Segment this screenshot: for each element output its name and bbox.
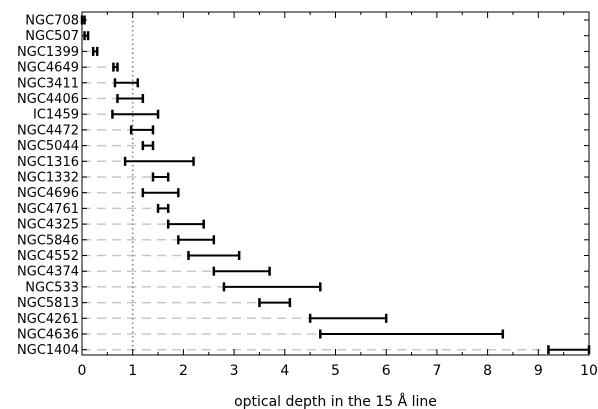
x-tick-label-10: 10 xyxy=(580,363,598,379)
category-label-NGC5044: NGC5044 xyxy=(17,139,79,154)
category-label-NGC4649: NGC4649 xyxy=(17,61,79,76)
category-label-IC1459: IC1459 xyxy=(33,108,79,123)
category-label-NGC533: NGC533 xyxy=(25,280,79,295)
range-bars xyxy=(80,15,591,355)
category-label-NGC4761: NGC4761 xyxy=(17,202,79,217)
category-label-NGC1316: NGC1316 xyxy=(17,155,79,170)
x-tick-label-9: 9 xyxy=(534,363,543,379)
y-axis-ticks xyxy=(82,19,589,351)
category-label-NGC4261: NGC4261 xyxy=(17,312,79,327)
guide-lines xyxy=(82,34,549,351)
category-label-NGC4696: NGC4696 xyxy=(17,186,79,201)
category-label-NGC507: NGC507 xyxy=(25,29,79,44)
category-label-NGC5846: NGC5846 xyxy=(17,233,79,248)
category-label-NGC4472: NGC4472 xyxy=(17,123,79,138)
category-label-NGC4552: NGC4552 xyxy=(17,249,79,264)
x-tick-label-0: 0 xyxy=(78,363,87,379)
category-label-NGC4636: NGC4636 xyxy=(17,328,79,343)
x-tick-label-8: 8 xyxy=(483,363,492,379)
category-label-NGC5813: NGC5813 xyxy=(17,296,79,311)
category-label-NGC708: NGC708 xyxy=(25,14,79,29)
x-tick-labels: 0 1 2 3 4 5 6 7 8 9 10 xyxy=(78,363,598,379)
plot-frame xyxy=(81,11,590,356)
x-tick-label-3: 3 xyxy=(230,363,239,379)
category-label-NGC1404: NGC1404 xyxy=(17,343,79,358)
category-label-NGC1332: NGC1332 xyxy=(17,171,79,186)
x-tick-label-6: 6 xyxy=(382,363,391,379)
x-tick-label-4: 4 xyxy=(280,363,289,379)
x-tick-label-5: 5 xyxy=(331,363,340,379)
category-label-NGC1399: NGC1399 xyxy=(17,45,79,60)
x-axis-ticks xyxy=(81,12,590,355)
category-label-NGC4406: NGC4406 xyxy=(17,92,79,107)
category-label-NGC4325: NGC4325 xyxy=(17,218,79,233)
x-tick-label-7: 7 xyxy=(432,363,441,379)
category-label-NGC4374: NGC4374 xyxy=(17,265,79,280)
x-tick-label-2: 2 xyxy=(179,363,188,379)
category-label-NGC3411: NGC3411 xyxy=(17,76,79,91)
y-category-labels: NGC708NGC507NGC1399NGC4649NGC3411NGC4406… xyxy=(17,14,79,359)
x-tick-label-1: 1 xyxy=(128,363,137,379)
x-axis-title: optical depth in the 15 Å line xyxy=(234,393,437,409)
